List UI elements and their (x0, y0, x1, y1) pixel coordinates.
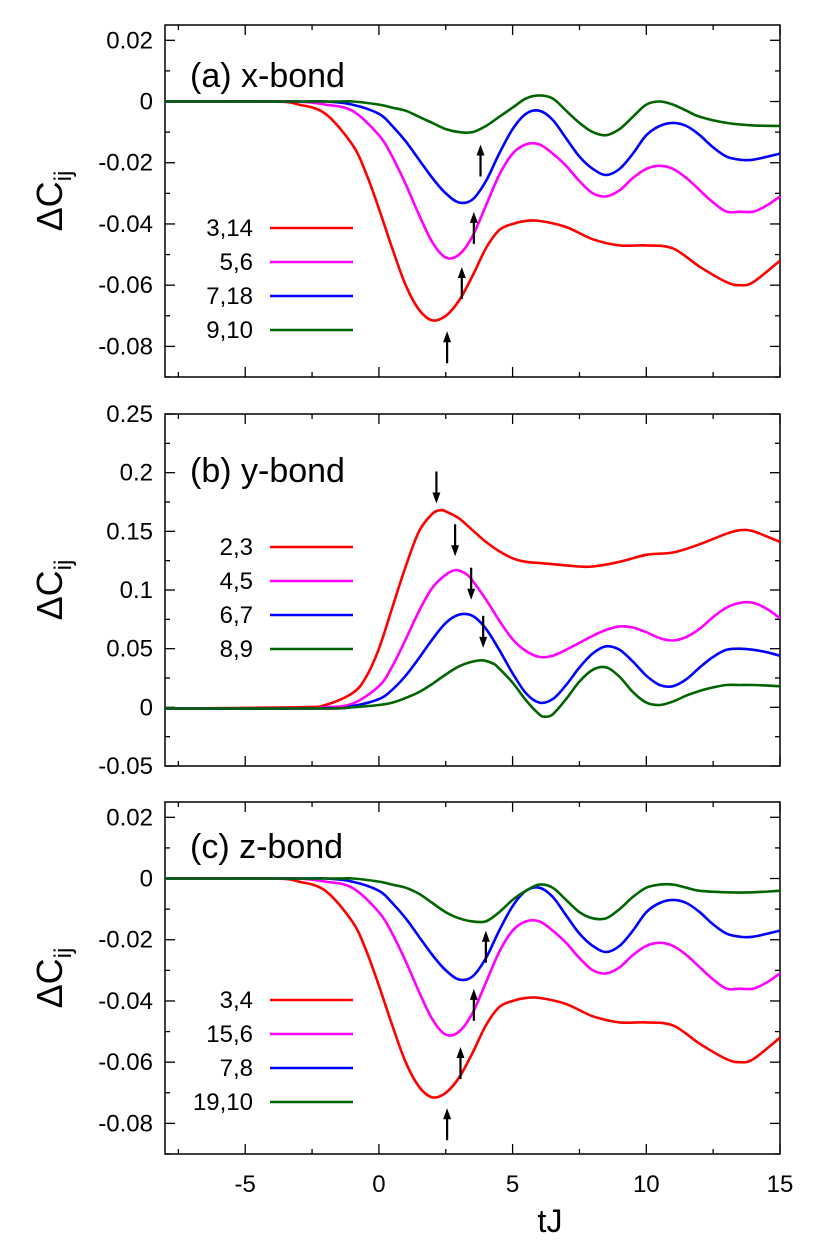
series-line-8-9 (164, 658, 781, 719)
y-tick-label: -0.04 (98, 211, 153, 238)
y-axis-label-main: ΔC (29, 181, 70, 231)
x-tick-label: 0 (372, 1171, 385, 1198)
annotation-arrow-head (432, 492, 441, 504)
legend-label: 19,10 (193, 1089, 253, 1116)
arrows-c (443, 930, 490, 1141)
series-line-5-6 (165, 99, 781, 260)
series-line-2-3 (164, 508, 781, 710)
panel-title: (c) z-bond (190, 828, 343, 866)
annotation-arrow-head (481, 930, 490, 942)
y-tick-label: -0.04 (98, 988, 153, 1015)
legend-label: 5,6 (220, 249, 253, 276)
series-line-3-14 (164, 99, 781, 322)
series-line-15-6 (165, 876, 781, 1037)
legend-label: 6,7 (220, 602, 253, 629)
y-tick-label: 0.25 (106, 401, 153, 428)
series-line-6-7 (164, 612, 781, 710)
legend-label: 8,9 (220, 636, 253, 663)
y-tick-label: 0.15 (106, 518, 153, 545)
series-line-7-8 (165, 876, 781, 982)
arrows-a (443, 144, 485, 364)
legend-label: 3,14 (206, 215, 253, 242)
series-line-19-10 (165, 876, 781, 924)
legend-label: 7,8 (220, 1055, 253, 1082)
series-line-9-10 (165, 94, 781, 137)
y-axis-label: ΔCij (29, 171, 77, 232)
plot-frame (164, 24, 781, 378)
y-tick-label: -0.06 (98, 1049, 153, 1076)
series-group-a (164, 94, 781, 322)
y-tick-label: 0.1 (120, 577, 153, 604)
annotation-arrow-head (456, 1047, 465, 1059)
legend-c: 3,4 15,6 7,8 19,10 (193, 987, 353, 1116)
y-axis-label-sub: ij (50, 171, 77, 182)
annotation-arrow-head (467, 588, 476, 600)
y-tick-label: 0.2 (120, 460, 153, 487)
panel-b: (b) y-bond ΔCij 0.25 0.2 0.15 0.1 0.05 0 -0.05… (29, 401, 781, 780)
panel-a: (a) x-bond ΔCij 0.02 0 -0.02 -0.04 -0.06 -0.0… (29, 24, 781, 378)
panel-title: (b) y-bond (190, 452, 345, 490)
x-axis-label: tJ (538, 1203, 563, 1239)
y-axis-label: ΔCij (29, 560, 77, 621)
ticks-b: 0.25 0.2 0.15 0.1 0.05 0 -0.05 (98, 401, 781, 780)
legend-label: 7,18 (206, 283, 253, 310)
annotation-arrow-head (451, 545, 460, 557)
annotation-arrow-head (476, 144, 485, 156)
series-line-3-4 (164, 876, 781, 1099)
legend-a: 3,14 5,6 7,18 9,10 (206, 215, 353, 344)
legend-b: 2,3 4,5 6,7 8,9 (220, 534, 353, 663)
series-line-7-18 (165, 99, 781, 205)
arrows-b (432, 471, 488, 648)
y-tick-label: 0.05 (106, 636, 153, 663)
series-group-b (164, 508, 781, 719)
legend-label: 9,10 (206, 317, 253, 344)
legend-label: 3,4 (220, 987, 253, 1014)
legend-label: 2,3 (220, 534, 253, 561)
annotation-arrow-head (457, 266, 466, 278)
series-group-c (164, 876, 781, 1099)
annotation-arrow-head (469, 988, 478, 1000)
y-tick-label: -0.08 (98, 333, 153, 360)
x-tick-label: -5 (235, 1171, 256, 1198)
annotation-arrow-head (443, 1108, 452, 1120)
y-tick-label: -0.05 (98, 753, 153, 780)
panel-c: (c) z-bond ΔCij 0.02 0 -0.02 -0.04 -0.06 -0.0… (29, 801, 793, 1239)
legend-label: 4,5 (220, 568, 253, 595)
y-tick-label: 0.02 (106, 804, 153, 831)
y-tick-label: 0 (140, 89, 153, 116)
y-axis-label-sub: ij (50, 948, 77, 959)
y-tick-label: 0 (140, 866, 153, 893)
y-tick-label: -0.02 (98, 927, 153, 954)
y-axis-label-sub: ij (50, 560, 77, 571)
x-tick-label: 10 (633, 1171, 660, 1198)
x-tick-label: 5 (506, 1171, 519, 1198)
ticks-c: 0.02 0 -0.02 -0.04 -0.06 -0.08 -5 0 5 10 15 (98, 802, 793, 1198)
annotation-arrow-head (443, 331, 452, 343)
plot-frame (164, 801, 781, 1155)
y-tick-label: -0.06 (98, 272, 153, 299)
y-axis-label: ΔCij (29, 948, 77, 1009)
y-tick-label: -0.08 (98, 1110, 153, 1137)
y-tick-label: 0 (140, 694, 153, 721)
y-tick-label: 0.02 (106, 27, 153, 54)
x-tick-label: 15 (767, 1171, 794, 1198)
panel-title: (a) x-bond (190, 57, 345, 95)
annotation-arrow-head (479, 636, 488, 648)
ticks-a: 0.02 0 -0.02 -0.04 -0.06 -0.08 (98, 25, 781, 378)
y-axis-label-main: ΔC (29, 958, 70, 1008)
y-axis-label-main: ΔC (29, 570, 70, 620)
annotation-arrow-head (469, 211, 478, 223)
legend-label: 15,6 (206, 1021, 253, 1048)
series-line-4-5 (164, 568, 781, 710)
y-tick-label: -0.02 (98, 150, 153, 177)
